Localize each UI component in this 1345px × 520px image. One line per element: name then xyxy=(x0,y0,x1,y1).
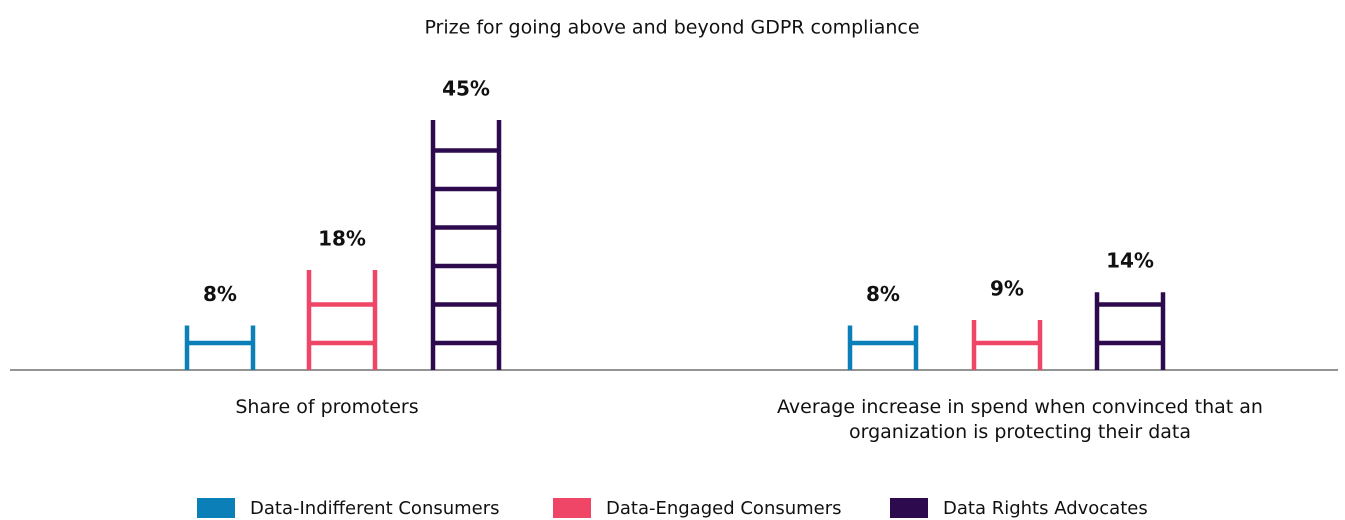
x-tick-label: Share of promoters xyxy=(235,396,419,418)
legend-swatch xyxy=(553,498,591,518)
value-label: 45% xyxy=(442,77,490,101)
x-tick-label: Average increase in spend when convinced… xyxy=(777,396,1263,443)
value-label: 9% xyxy=(990,277,1024,301)
value-label: 8% xyxy=(203,282,237,306)
ladder-bar xyxy=(1094,292,1166,370)
legend-label: Data Rights Advocates xyxy=(943,498,1148,519)
legend-label: Data-Indifferent Consumers xyxy=(250,498,500,519)
ladder-bar xyxy=(971,320,1043,370)
legend-swatch xyxy=(197,498,235,518)
legend-swatch xyxy=(890,498,928,518)
legend-label: Data-Engaged Consumers xyxy=(606,498,842,519)
chart-title: Prize for going above and beyond GDPR co… xyxy=(424,17,919,39)
value-label: 18% xyxy=(318,227,366,251)
ladder-bar xyxy=(430,120,502,370)
ladder-bar xyxy=(184,325,256,370)
value-label: 8% xyxy=(866,282,900,306)
ladder-bar xyxy=(847,325,919,370)
value-label: 14% xyxy=(1106,249,1154,273)
ladder-bar xyxy=(306,270,378,370)
